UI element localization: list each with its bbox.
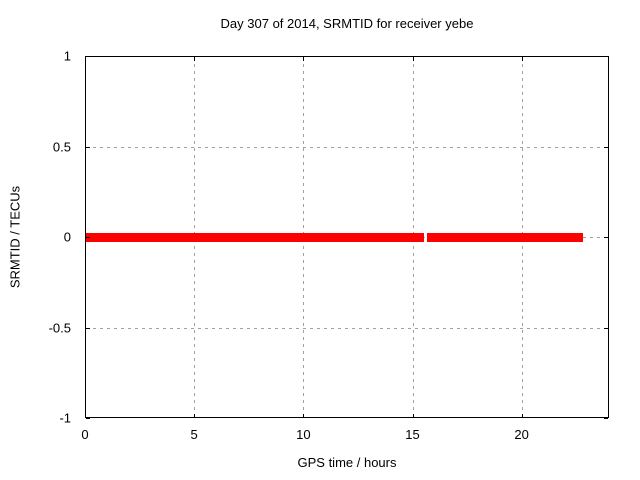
y-tick-label: 0 <box>63 229 71 245</box>
y-tick-mark-right <box>604 237 608 238</box>
x-tick-mark-bottom <box>303 414 305 418</box>
x-tick-mark-bottom <box>521 414 523 418</box>
x-tick-mark-top <box>412 57 414 61</box>
chart-title: Day 307 of 2014, SRMTID for receiver yeb… <box>220 16 474 31</box>
x-tick-label: 0 <box>81 427 89 442</box>
series-data-segment <box>85 232 425 242</box>
y-tick-mark-right <box>604 327 608 329</box>
y-tick-mark-left <box>86 146 90 148</box>
y-tick-mark-right <box>604 418 608 419</box>
y-tick-mark-left <box>86 418 90 419</box>
y-tick-label: 0.5 <box>52 139 71 154</box>
x-tick-mark-top <box>303 57 305 61</box>
y-gridline <box>86 146 608 148</box>
y-tick-mark-left <box>86 237 90 238</box>
y-tick-label: -1 <box>59 410 71 426</box>
x-tick-mark-bottom <box>194 414 196 418</box>
y-tick-label: -0.5 <box>48 320 71 335</box>
x-tick-mark-top <box>194 57 196 61</box>
plot-border <box>85 56 609 418</box>
y-tick-label: 1 <box>63 48 71 64</box>
x-axis-label: GPS time / hours <box>297 455 397 470</box>
x-tick-label: 5 <box>190 427 198 442</box>
x-tick-label: 15 <box>405 427 420 442</box>
series-data-segment <box>426 232 584 242</box>
y-gridline <box>86 327 608 329</box>
x-tick-label: 20 <box>514 427 529 442</box>
x-tick-mark-top <box>521 57 523 61</box>
x-tick-mark-bottom <box>412 414 414 418</box>
x-tick-label: 10 <box>296 427 311 442</box>
y-tick-mark-right <box>604 146 608 148</box>
y-tick-mark-left <box>86 327 90 329</box>
